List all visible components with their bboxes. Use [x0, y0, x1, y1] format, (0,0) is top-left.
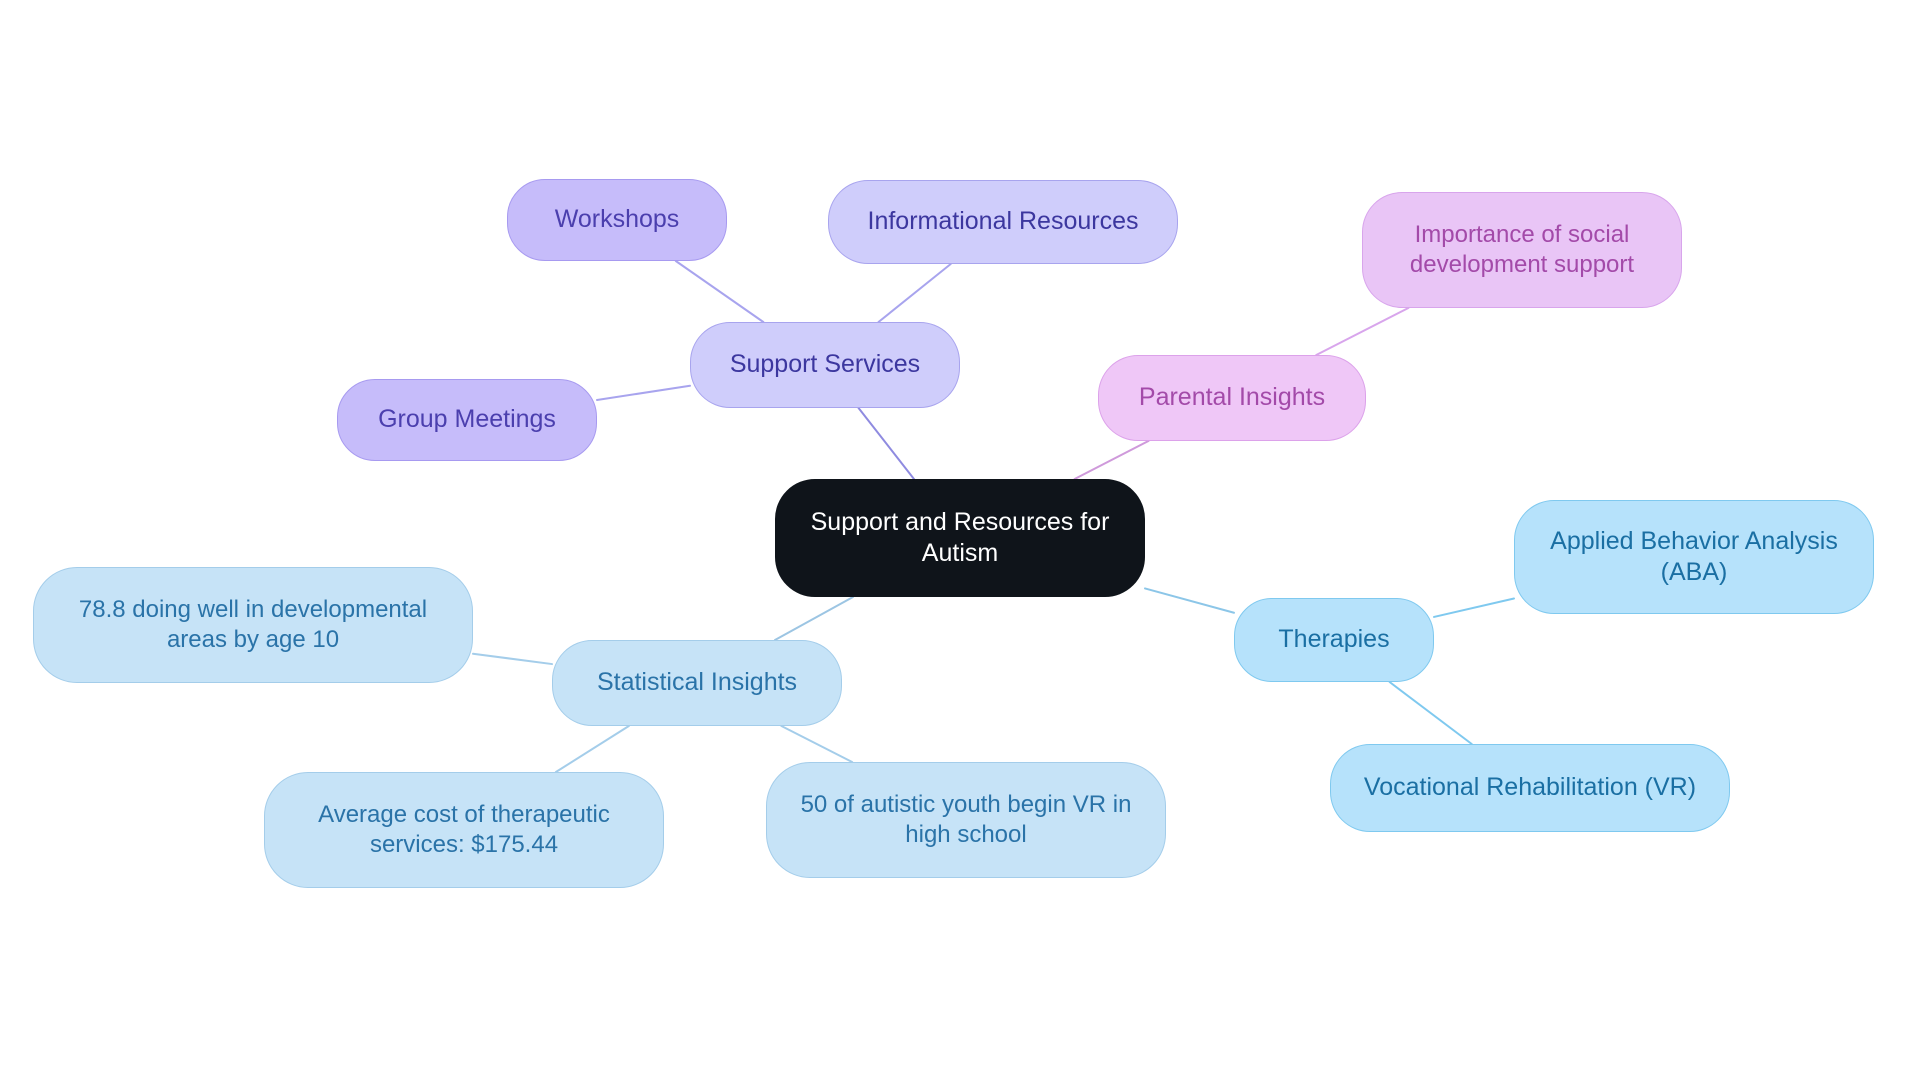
node-label: 78.8 doing well in developmental areas b… — [62, 595, 444, 655]
node-label: Vocational Rehabilitation (VR) — [1364, 772, 1696, 803]
node-center: Support and Resources for Autism — [775, 479, 1145, 597]
edge — [556, 726, 629, 772]
node-group_meetings: Group Meetings — [337, 379, 597, 461]
node-stats: Statistical Insights — [552, 640, 842, 726]
edge — [1316, 308, 1408, 355]
edge — [859, 408, 914, 479]
edge — [1390, 682, 1472, 744]
edge — [1434, 599, 1514, 617]
node-label: Applied Behavior Analysis (ABA) — [1543, 526, 1845, 589]
edge — [781, 726, 852, 762]
node-label: Support Services — [730, 349, 920, 380]
edge — [1075, 441, 1149, 479]
edge — [879, 264, 951, 322]
node-stat_788: 78.8 doing well in developmental areas b… — [33, 567, 473, 683]
node-label: Workshops — [555, 204, 680, 235]
node-label: Group Meetings — [378, 404, 556, 435]
node-label: Informational Resources — [868, 206, 1139, 237]
node-vr: Vocational Rehabilitation (VR) — [1330, 744, 1730, 832]
edge — [473, 654, 552, 664]
node-stat_50: 50 of autistic youth begin VR in high sc… — [766, 762, 1166, 878]
node-info_resources: Informational Resources — [828, 180, 1178, 264]
node-label: Therapies — [1278, 624, 1389, 655]
node-label: Parental Insights — [1139, 382, 1325, 413]
node-aba: Applied Behavior Analysis (ABA) — [1514, 500, 1874, 614]
edge — [597, 386, 690, 400]
node-therapies: Therapies — [1234, 598, 1434, 682]
node-stat_cost: Average cost of therapeutic services: $1… — [264, 772, 664, 888]
node-label: Importance of social development support — [1391, 220, 1653, 280]
edge — [1145, 588, 1234, 612]
node-parental_insights: Parental Insights — [1098, 355, 1366, 441]
node-workshops: Workshops — [507, 179, 727, 261]
node-label: 50 of autistic youth begin VR in high sc… — [795, 790, 1137, 850]
node-label: Statistical Insights — [597, 667, 797, 698]
node-support_services: Support Services — [690, 322, 960, 408]
edge — [676, 261, 764, 322]
node-social_dev: Importance of social development support — [1362, 192, 1682, 308]
node-label: Average cost of therapeutic services: $1… — [293, 800, 635, 860]
edge — [775, 597, 853, 640]
node-label: Support and Resources for Autism — [804, 507, 1116, 570]
